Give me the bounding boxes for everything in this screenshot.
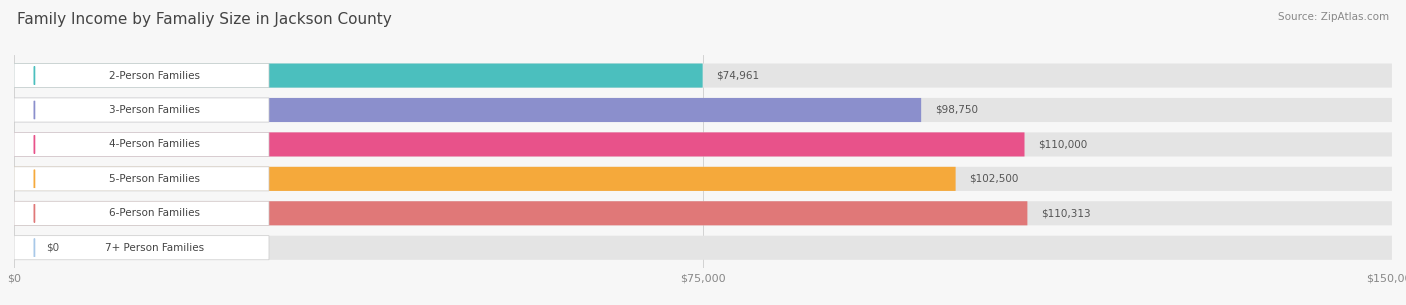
Text: $110,000: $110,000 — [1038, 139, 1087, 149]
Text: $102,500: $102,500 — [969, 174, 1019, 184]
Text: $110,313: $110,313 — [1042, 208, 1091, 218]
FancyBboxPatch shape — [14, 98, 921, 122]
Text: 6-Person Families: 6-Person Families — [108, 208, 200, 218]
FancyBboxPatch shape — [14, 63, 703, 88]
Text: 2-Person Families: 2-Person Families — [108, 70, 200, 81]
FancyBboxPatch shape — [14, 167, 269, 191]
FancyBboxPatch shape — [14, 63, 1392, 88]
FancyBboxPatch shape — [14, 167, 956, 191]
Text: 5-Person Families: 5-Person Families — [108, 174, 200, 184]
Text: $98,750: $98,750 — [935, 105, 979, 115]
Text: 4-Person Families: 4-Person Families — [108, 139, 200, 149]
Text: 7+ Person Families: 7+ Person Families — [104, 243, 204, 253]
Text: 3-Person Families: 3-Person Families — [108, 105, 200, 115]
FancyBboxPatch shape — [14, 63, 269, 88]
Text: Source: ZipAtlas.com: Source: ZipAtlas.com — [1278, 12, 1389, 22]
FancyBboxPatch shape — [14, 132, 1392, 156]
FancyBboxPatch shape — [14, 132, 1025, 156]
FancyBboxPatch shape — [14, 167, 1392, 191]
FancyBboxPatch shape — [14, 98, 1392, 122]
FancyBboxPatch shape — [14, 201, 1028, 225]
Text: $74,961: $74,961 — [717, 70, 759, 81]
FancyBboxPatch shape — [14, 98, 269, 122]
FancyBboxPatch shape — [14, 236, 1392, 260]
FancyBboxPatch shape — [14, 236, 269, 260]
Text: $0: $0 — [46, 243, 59, 253]
Text: Family Income by Famaliy Size in Jackson County: Family Income by Famaliy Size in Jackson… — [17, 12, 392, 27]
FancyBboxPatch shape — [14, 201, 269, 225]
FancyBboxPatch shape — [14, 132, 269, 156]
FancyBboxPatch shape — [14, 201, 1392, 225]
